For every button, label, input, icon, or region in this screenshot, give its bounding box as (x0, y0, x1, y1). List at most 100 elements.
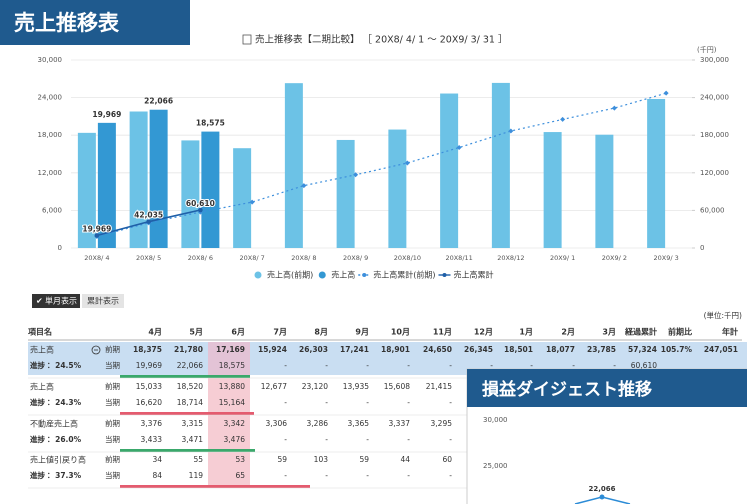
cell: - (449, 398, 452, 407)
header-cell: 2月 (561, 328, 575, 337)
cell: 3,433 (141, 435, 163, 444)
row-label: 当期 (105, 470, 120, 480)
legend-swatch (318, 271, 326, 279)
point (456, 145, 462, 151)
cell: 119 (189, 471, 204, 480)
cell: - (530, 361, 533, 370)
y2-tick-label: 60,000 (700, 206, 725, 214)
header-cell: 11月 (433, 328, 452, 337)
cell: - (407, 398, 410, 407)
x-tick-label: 20X8/ 8 (291, 254, 316, 262)
cell: 3,295 (431, 419, 453, 428)
y2-tick-label: 0 (700, 244, 704, 252)
point-label: 42,035 (134, 211, 163, 220)
cell: 3,471 (182, 435, 204, 444)
cell: 23,120 (302, 382, 328, 391)
row-label: 当期 (105, 397, 120, 407)
cell: - (613, 361, 616, 370)
y2-unit: (千円) (697, 45, 717, 54)
row-name: 売上高 (30, 382, 54, 392)
cell: 247,051 (704, 345, 738, 354)
legend-label: 売上高(前期) (267, 270, 313, 280)
tab-inactive[interactable] (82, 294, 124, 308)
point-label: 60,610 (186, 199, 215, 208)
tab-label[interactable]: 単月表示 (45, 296, 77, 306)
collapse-icon (91, 345, 101, 355)
bar (595, 134, 614, 248)
cell: 22,066 (177, 361, 203, 370)
legend-label: 売上高累計(前期) (373, 270, 435, 280)
point (301, 183, 307, 189)
card-title: 損益ダイジェスト推移 (482, 379, 652, 400)
header-cell: 8月 (314, 328, 328, 337)
header-cell: 7月 (273, 328, 287, 337)
cell: - (325, 435, 328, 444)
cell: 13,880 (219, 382, 245, 391)
y2-tick-label: 180,000 (700, 131, 729, 139)
row-progress: 進捗： 26.0% (30, 434, 82, 444)
x-tick-label: 20X8/10 (394, 254, 421, 262)
y-tick-label: 0 (58, 244, 62, 252)
progress-bar (120, 485, 310, 488)
digest-card: 損益ダイジェスト推移 30,000 25,000 22,066 (466, 368, 747, 504)
x-tick-label: 20X9/ 1 (550, 254, 575, 262)
bar (233, 148, 252, 248)
point (249, 199, 255, 205)
legend-swatch (254, 271, 262, 279)
cell: 18,575 (219, 361, 245, 370)
x-tick-label: 20X9/ 2 (602, 254, 627, 262)
badge-text: 売上推移表 (14, 11, 120, 35)
cell: 15,608 (384, 382, 410, 391)
cell: 59 (359, 455, 369, 464)
cell: - (449, 435, 452, 444)
cell: - (407, 471, 410, 480)
row-name: 不動産売上高 (30, 419, 78, 429)
group-bg (28, 342, 208, 375)
cell: 21,415 (426, 382, 452, 391)
cell: 3,286 (307, 419, 329, 428)
cell: 26,303 (299, 345, 328, 354)
x-tick-label: 20X8/ 5 (136, 254, 161, 262)
cell: 19,969 (136, 361, 162, 370)
cell: 57,324 (628, 345, 657, 354)
card-tick: 30,000 (483, 416, 508, 424)
header-cell: 6月 (231, 328, 245, 337)
cell: 3,306 (266, 419, 288, 428)
header-cell: 4月 (148, 328, 162, 337)
row-progress: 進捗： 24.5% (30, 360, 82, 370)
bar (647, 98, 666, 249)
point (611, 105, 617, 111)
bar (77, 132, 96, 248)
cell: - (572, 361, 575, 370)
cell: - (325, 398, 328, 407)
cell: - (490, 361, 493, 370)
header-cell: 12月 (474, 328, 493, 337)
tab-active[interactable] (32, 294, 80, 308)
row-progress: 進捗： 37.3% (30, 470, 82, 480)
card-point-label: 22,066 (588, 485, 615, 493)
tab-label[interactable]: 累計表示 (87, 296, 119, 306)
cell: 17,241 (340, 345, 369, 354)
bar (388, 129, 407, 248)
tab-check: ✔ (36, 297, 43, 306)
cell: 34 (152, 455, 162, 464)
point (353, 172, 359, 178)
header-cell: 項目名 (28, 327, 52, 337)
cell: 65 (235, 471, 245, 480)
x-tick-label: 20X8/12 (497, 254, 524, 262)
unit-label: (単位:千円) (704, 310, 742, 320)
cell: 60,610 (631, 361, 657, 370)
header-cell: 前期比 (668, 327, 692, 337)
cell: 18,375 (133, 345, 162, 354)
bar (201, 131, 220, 248)
bar-label: 18,575 (196, 119, 225, 128)
cell: 13,935 (343, 382, 369, 391)
row-name: 売上値引戻り高 (30, 455, 86, 465)
bar (336, 139, 355, 248)
cell: 84 (152, 471, 162, 480)
point (404, 160, 410, 166)
point (508, 128, 514, 134)
bar (149, 109, 168, 249)
header-cell: 9月 (355, 328, 369, 337)
cell: 3,365 (348, 419, 370, 428)
